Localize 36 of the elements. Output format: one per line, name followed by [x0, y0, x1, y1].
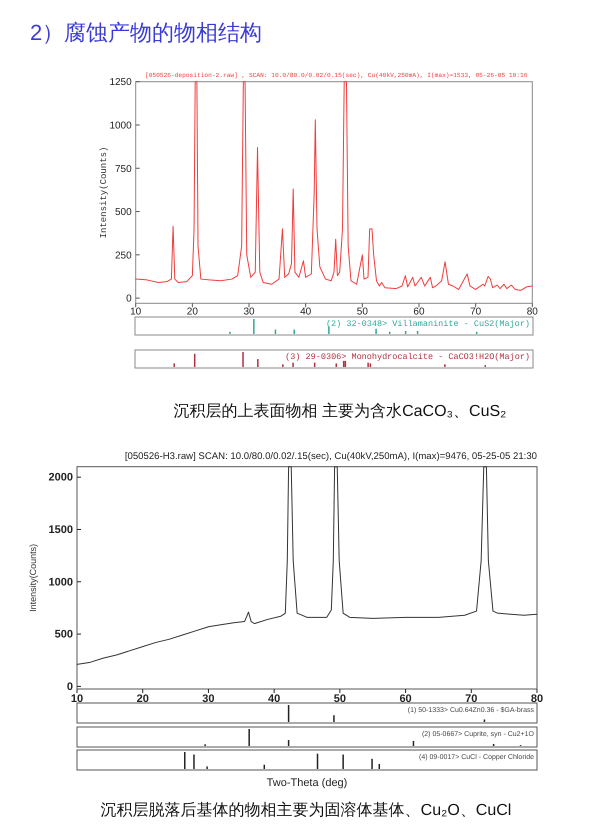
y-tick-label: 1000 — [109, 120, 132, 132]
x-tick-label: 50 — [334, 693, 346, 705]
x-tick-label: 60 — [399, 693, 412, 705]
x-tick-label: 10 — [130, 306, 142, 318]
x-tick-label: 30 — [202, 693, 215, 705]
x-tick-label: 20 — [186, 306, 198, 318]
x-tick-label: 60 — [413, 306, 425, 318]
chart-title: 2）腐蚀产物的物相结构 — [30, 20, 262, 45]
x-tick-label: 80 — [526, 306, 538, 318]
annotation: (3) 29-0306> Monohydrocalcite - CaCO3!H2O(Major) — [285, 352, 530, 362]
y-tick-label: 500 — [115, 207, 132, 218]
x-tick-label: 70 — [470, 306, 482, 318]
y-tick-label: 500 — [54, 628, 73, 641]
x-tick-label: 40 — [268, 693, 280, 705]
x-tick-label: 50 — [356, 306, 368, 318]
text: 沉积层脱落后基体的物相主要为固溶体基体、Cu₂O、CuCl — [100, 801, 512, 819]
y-tick-label: 2000 — [48, 472, 73, 484]
y-tick-label: 1250 — [109, 77, 132, 88]
x-tick-label: 80 — [530, 693, 544, 705]
x-tick-label: 20 — [136, 693, 149, 705]
y-tick-label: 0 — [66, 680, 73, 693]
x-tick-label: 40 — [300, 306, 312, 318]
y-tick-label: 1500 — [48, 524, 73, 536]
x-tick-label: 30 — [243, 306, 256, 318]
text: 沉积层的上表面物相 主要为含水CaCO₃、CuS₂ — [174, 402, 506, 420]
x-axis-title: Two-Theta (deg) — [266, 777, 348, 789]
y-axis-title: Intensity(Counts) — [28, 544, 38, 612]
y-tick-label: 1000 — [48, 576, 73, 588]
y-tick-label: 0 — [126, 294, 132, 305]
x-tick-label: 70 — [465, 693, 478, 705]
x-tick-label: 10 — [70, 693, 84, 705]
chart-subtitle: [050526-H3.raw] SCAN: 10.0/80.0/0.02/.15(sec), Cu(40kV,250mA), I(max)=9476, 05-25-05 21:30 — [124, 451, 537, 462]
y-axis-title: Intensity(Counts) — [99, 146, 109, 238]
y-tick-label: 250 — [115, 250, 132, 262]
y-tick-label: 750 — [115, 164, 132, 175]
annotation: (2) 32-0348> Villamaninite - CuS2(Major) — [326, 319, 530, 329]
